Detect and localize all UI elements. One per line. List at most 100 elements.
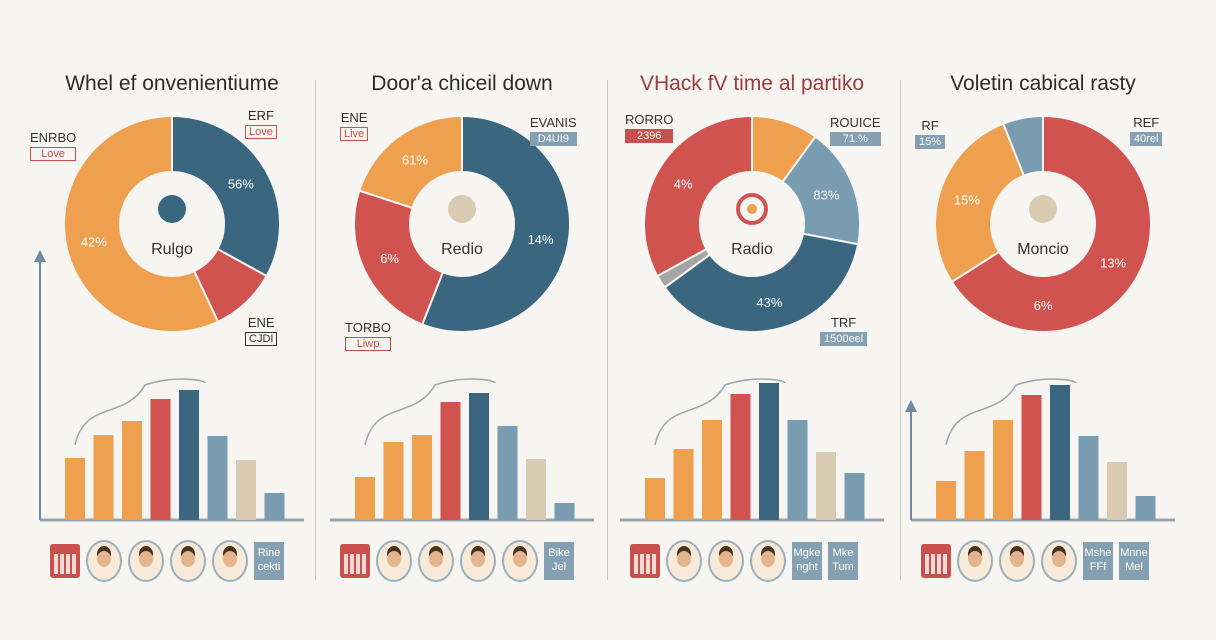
people-row: Mgke nght Mke Tum: [630, 540, 858, 582]
bar: [526, 459, 546, 520]
chart-title: Door'a chiceil down: [371, 72, 553, 95]
calendar-icon: [50, 544, 80, 578]
avatar: [86, 540, 122, 582]
trend-line: [74, 378, 206, 446]
bar: [787, 420, 808, 520]
bar: [93, 435, 114, 520]
calendar-icon: [921, 544, 951, 578]
avatar: [376, 540, 412, 582]
bar: [412, 435, 432, 520]
callout-name: ENE: [340, 110, 368, 125]
slice-label: 61%: [402, 152, 428, 167]
slice-label: 6%: [380, 251, 399, 266]
avatar: [418, 540, 454, 582]
bar: [816, 452, 836, 520]
chart-svg: 83% 43% 4% Radio: [620, 114, 884, 522]
callout-tag: Live: [340, 127, 369, 141]
bar: [440, 402, 461, 520]
chart-panel: Whel ef onvenientiume 56% 42% Rulgo ENRBO Lov…: [22, 0, 322, 640]
divider: [900, 80, 901, 580]
slice-label: 56%: [228, 176, 254, 191]
chart-panel: VHack fV time al partiko 83% 43% 4% Radio ROR…: [602, 0, 902, 640]
note-tag: Mgke nght: [792, 542, 822, 580]
chart-panel: Voletin cabical rasty 13% 15% Moncio 6% RF 15%…: [893, 0, 1193, 640]
chart-title: VHack fV time al partiko: [639, 72, 865, 95]
avatar: [1041, 540, 1077, 582]
bar: [730, 394, 751, 520]
slice-label: 42%: [81, 234, 107, 249]
callout-label: ENE Live: [340, 110, 369, 141]
note-tag: Mke Tum: [828, 542, 858, 580]
callout-name: ENRBO: [30, 130, 77, 145]
chart-title: Voletin cabical rasty: [950, 72, 1136, 95]
arrow-icon: [34, 250, 46, 262]
callout-name: TORBO: [345, 320, 391, 335]
avatar: [957, 540, 993, 582]
bar: [702, 420, 722, 520]
callout-tag: Love: [245, 125, 277, 139]
center-icon: [1029, 195, 1057, 223]
note-tag: Bike Jel: [544, 542, 574, 580]
callout-tag: Liwp: [345, 337, 391, 351]
calendar-icon: [630, 544, 660, 578]
bar: [179, 390, 199, 520]
center-label: Radio: [731, 241, 773, 258]
callout-label: TRF 1500eel: [820, 315, 868, 346]
people-row: Bike Jel: [340, 540, 574, 582]
pie-slice: [63, 114, 220, 333]
bar: [993, 420, 1013, 520]
bar: [964, 451, 985, 520]
avatar: [128, 540, 164, 582]
divider: [315, 80, 316, 580]
callout-label: ERF Love: [245, 108, 277, 139]
pie-slice: [420, 114, 571, 333]
callout-tag: D4UI9: [530, 132, 577, 146]
people-row: Rine cekti: [50, 540, 284, 582]
center-icon: [448, 195, 476, 223]
arrow-icon: [905, 400, 917, 412]
callout-label: REF 40rel: [1130, 115, 1163, 146]
callout-label: TORBO Liwp: [345, 320, 391, 351]
callout-name: RORRO: [625, 112, 674, 127]
avatar: [502, 540, 538, 582]
slice-label: 13%: [1100, 256, 1126, 271]
callout-tag: 40rel: [1130, 132, 1163, 146]
pie-slice: [1001, 114, 1044, 177]
bar: [469, 393, 489, 520]
donut-hole: [993, 174, 1093, 274]
trend-line: [945, 378, 1077, 446]
divider: [607, 80, 608, 580]
center-label: Redio: [441, 241, 483, 258]
callout-name: TRF: [830, 315, 857, 330]
bar: [236, 460, 256, 520]
chart-svg: 13% 15% Moncio 6%: [905, 114, 1175, 522]
center-icon: [747, 204, 757, 214]
callout-tag: 2396: [625, 129, 674, 143]
bar: [383, 442, 404, 520]
donut-hole: [122, 174, 222, 274]
bar: [554, 503, 575, 520]
callout-label: RORRO 2396: [625, 112, 674, 143]
bar: [759, 383, 779, 520]
pie-slice: [934, 122, 1026, 284]
callout-name: RF: [921, 118, 939, 133]
chart-panel: Door'a chiceil down 14% 6% 61% Redio ENE Live E…: [312, 0, 612, 640]
calendar-icon: [340, 544, 370, 578]
avatar: [666, 540, 702, 582]
callout-label: RF 15%: [915, 118, 946, 149]
callout-label: EVANIS D4UI9: [530, 115, 577, 146]
people-row: Mshe FFf Mnne Mel: [921, 540, 1149, 582]
bar: [1050, 385, 1070, 520]
trend-line: [654, 378, 786, 446]
center-label: Moncio: [1017, 241, 1069, 258]
slice-label: 15%: [954, 192, 980, 207]
avatar: [708, 540, 744, 582]
bar: [645, 478, 665, 520]
bar: [497, 426, 518, 520]
chart-title: Whel ef onvenientiume: [65, 72, 279, 95]
bar: [1078, 436, 1099, 520]
slice-label: 4%: [674, 176, 693, 191]
center-icon: [736, 193, 768, 225]
note-tag: Rine cekti: [254, 542, 284, 580]
bar: [264, 493, 285, 520]
